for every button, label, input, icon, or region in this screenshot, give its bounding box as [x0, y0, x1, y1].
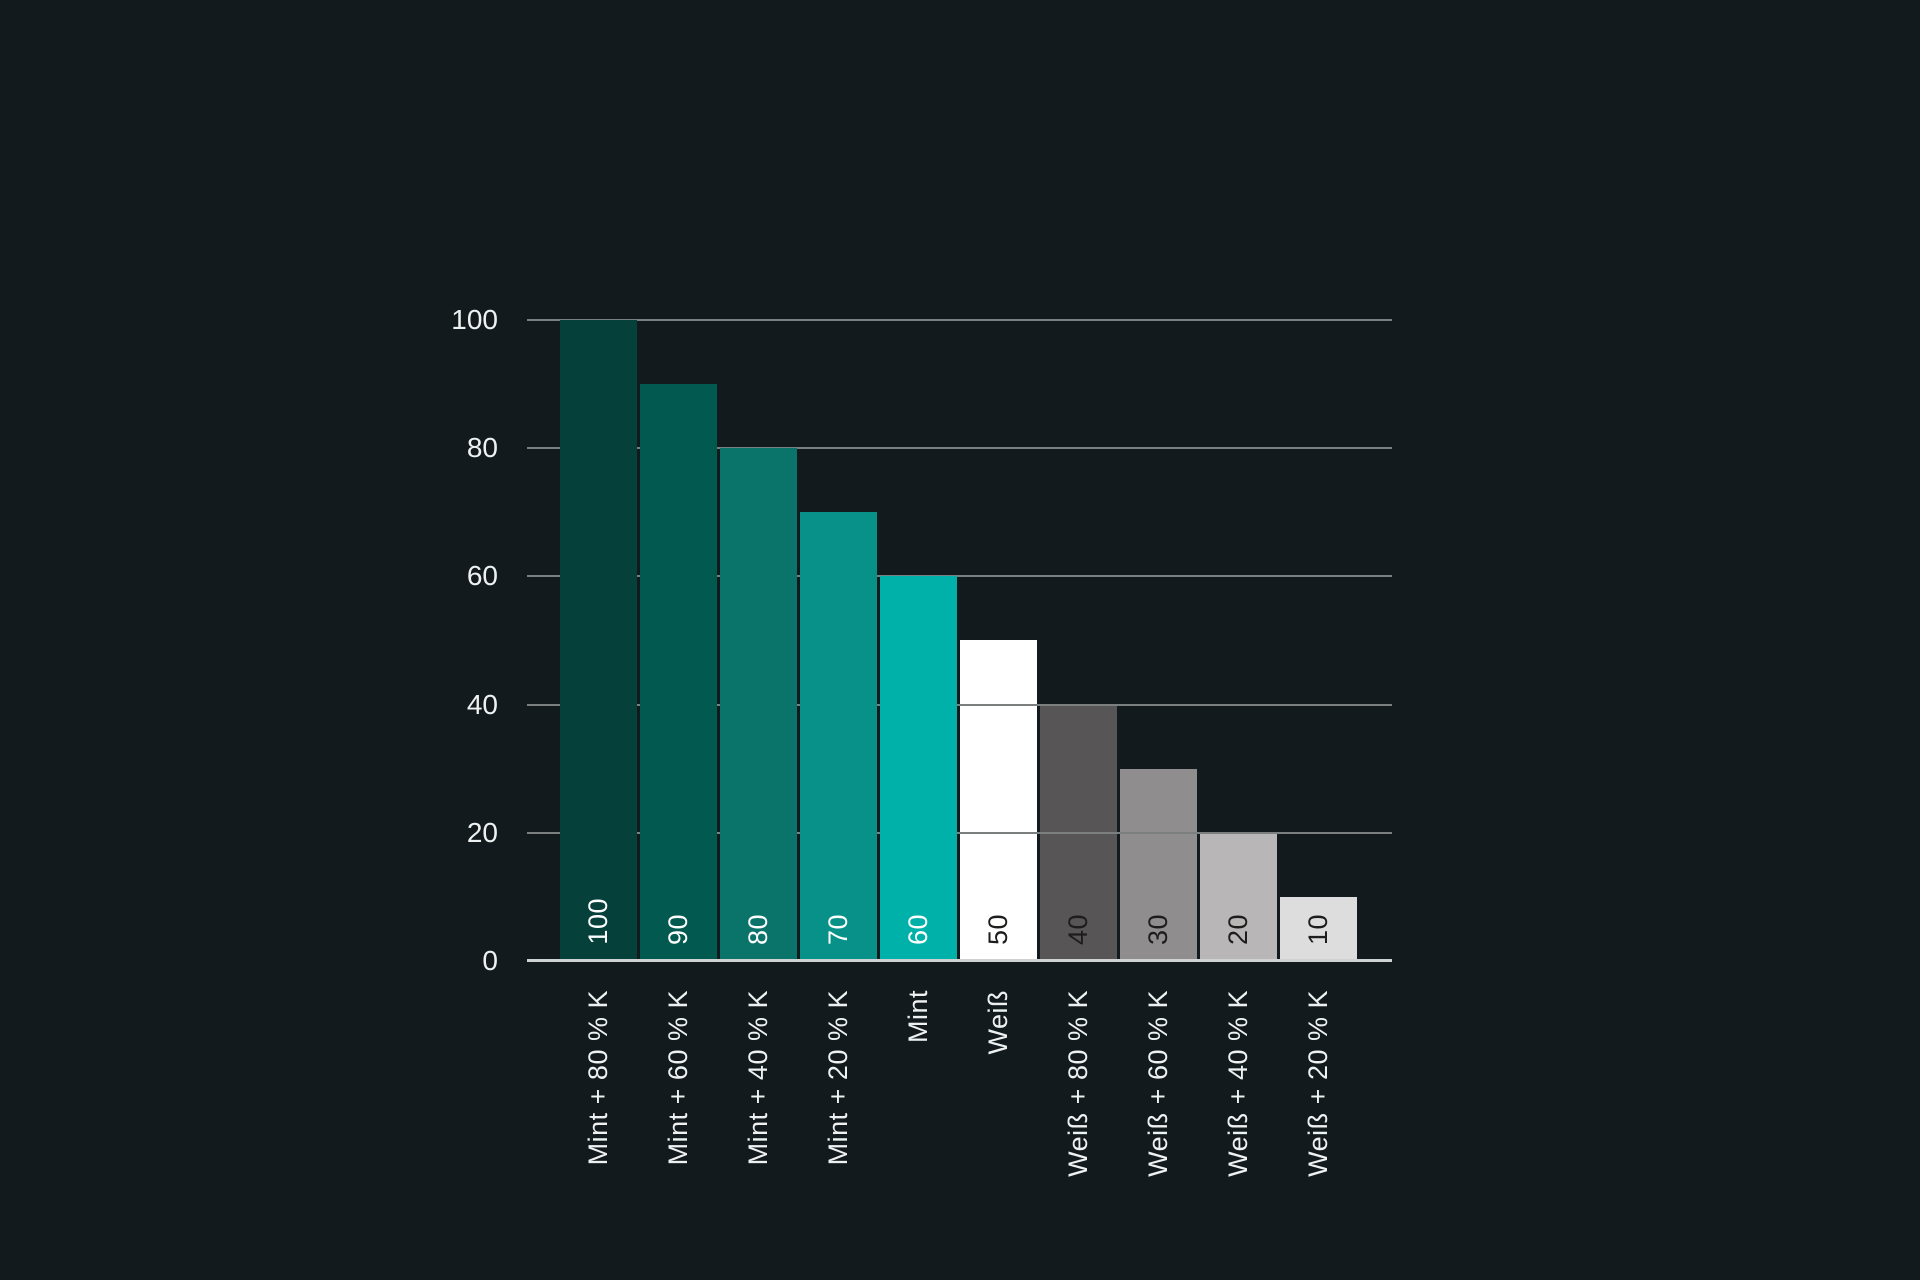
x-axis-category-label: Weiß + 20 % K	[1303, 990, 1333, 1177]
bar: 10	[1280, 897, 1357, 961]
y-axis-tick-label: 0	[482, 945, 498, 976]
x-axis-category: Weiß + 20 % K	[1299, 990, 1339, 1177]
bar-value-label: 90	[663, 913, 693, 945]
bar-value-label: 80	[743, 913, 773, 945]
bar-value-label: 50	[983, 913, 1013, 945]
gridline	[527, 447, 1392, 450]
x-axis-category-label: Weiß + 40 % K	[1223, 990, 1253, 1177]
y-axis-tick-label: 40	[466, 688, 498, 720]
bar-value-label: 20	[1223, 913, 1253, 945]
x-axis-category-label: Weiß	[983, 990, 1013, 1055]
gridline	[527, 319, 1392, 321]
x-axis-category: Mint + 80 % K	[579, 990, 619, 1165]
bar-value-label: 10	[1303, 913, 1333, 945]
y-axis-tick-label: 80	[466, 432, 498, 464]
gridline	[527, 703, 1392, 706]
x-axis-category-label: Mint + 60 % K	[663, 990, 693, 1166]
y-axis-tick-label: 60	[466, 560, 498, 592]
bar-value-label: 70	[823, 913, 853, 945]
bar-value-label: 40	[1063, 913, 1093, 945]
x-axis-category-label: Mint	[903, 990, 933, 1044]
gridline	[527, 575, 1392, 578]
x-axis-category-label: Weiß + 80 % K	[1063, 990, 1093, 1177]
gridline	[527, 831, 1392, 834]
x-axis-category: Mint + 40 % K	[739, 990, 779, 1165]
bar-value-label: 100	[583, 898, 613, 945]
x-axis-category-label: Mint + 80 % K	[583, 990, 613, 1166]
x-axis-category-label: Mint + 40 % K	[743, 990, 773, 1166]
bar: 70	[800, 512, 877, 961]
bar-value-label: 60	[903, 913, 933, 945]
x-axis-category-label: Weiß + 60 % K	[1143, 990, 1173, 1177]
y-axis-tick-label: 100	[451, 304, 498, 335]
bar: 80	[720, 448, 797, 961]
bar: 30	[1120, 769, 1197, 961]
x-axis-category: Weiß + 60 % K	[1139, 990, 1179, 1177]
x-axis-category: Mint + 60 % K	[659, 990, 699, 1165]
bar-value-label: 30	[1143, 913, 1173, 945]
x-axis-category: Weiß + 80 % K	[1059, 990, 1099, 1177]
x-axis-category-label: Mint + 20 % K	[823, 990, 853, 1166]
x-axis-category: Mint	[899, 990, 939, 1043]
bar: 20	[1200, 833, 1277, 961]
bar: 90	[640, 384, 717, 961]
bar: 60	[880, 576, 957, 961]
x-axis-category: Weiß	[979, 990, 1019, 1055]
x-axis-category: Weiß + 40 % K	[1219, 990, 1259, 1177]
bar: 50	[960, 640, 1037, 961]
x-axis-category: Mint + 20 % K	[819, 990, 859, 1165]
y-axis-tick-label: 20	[466, 816, 498, 848]
x-axis-baseline	[527, 959, 1392, 962]
bar: 100	[560, 320, 637, 961]
